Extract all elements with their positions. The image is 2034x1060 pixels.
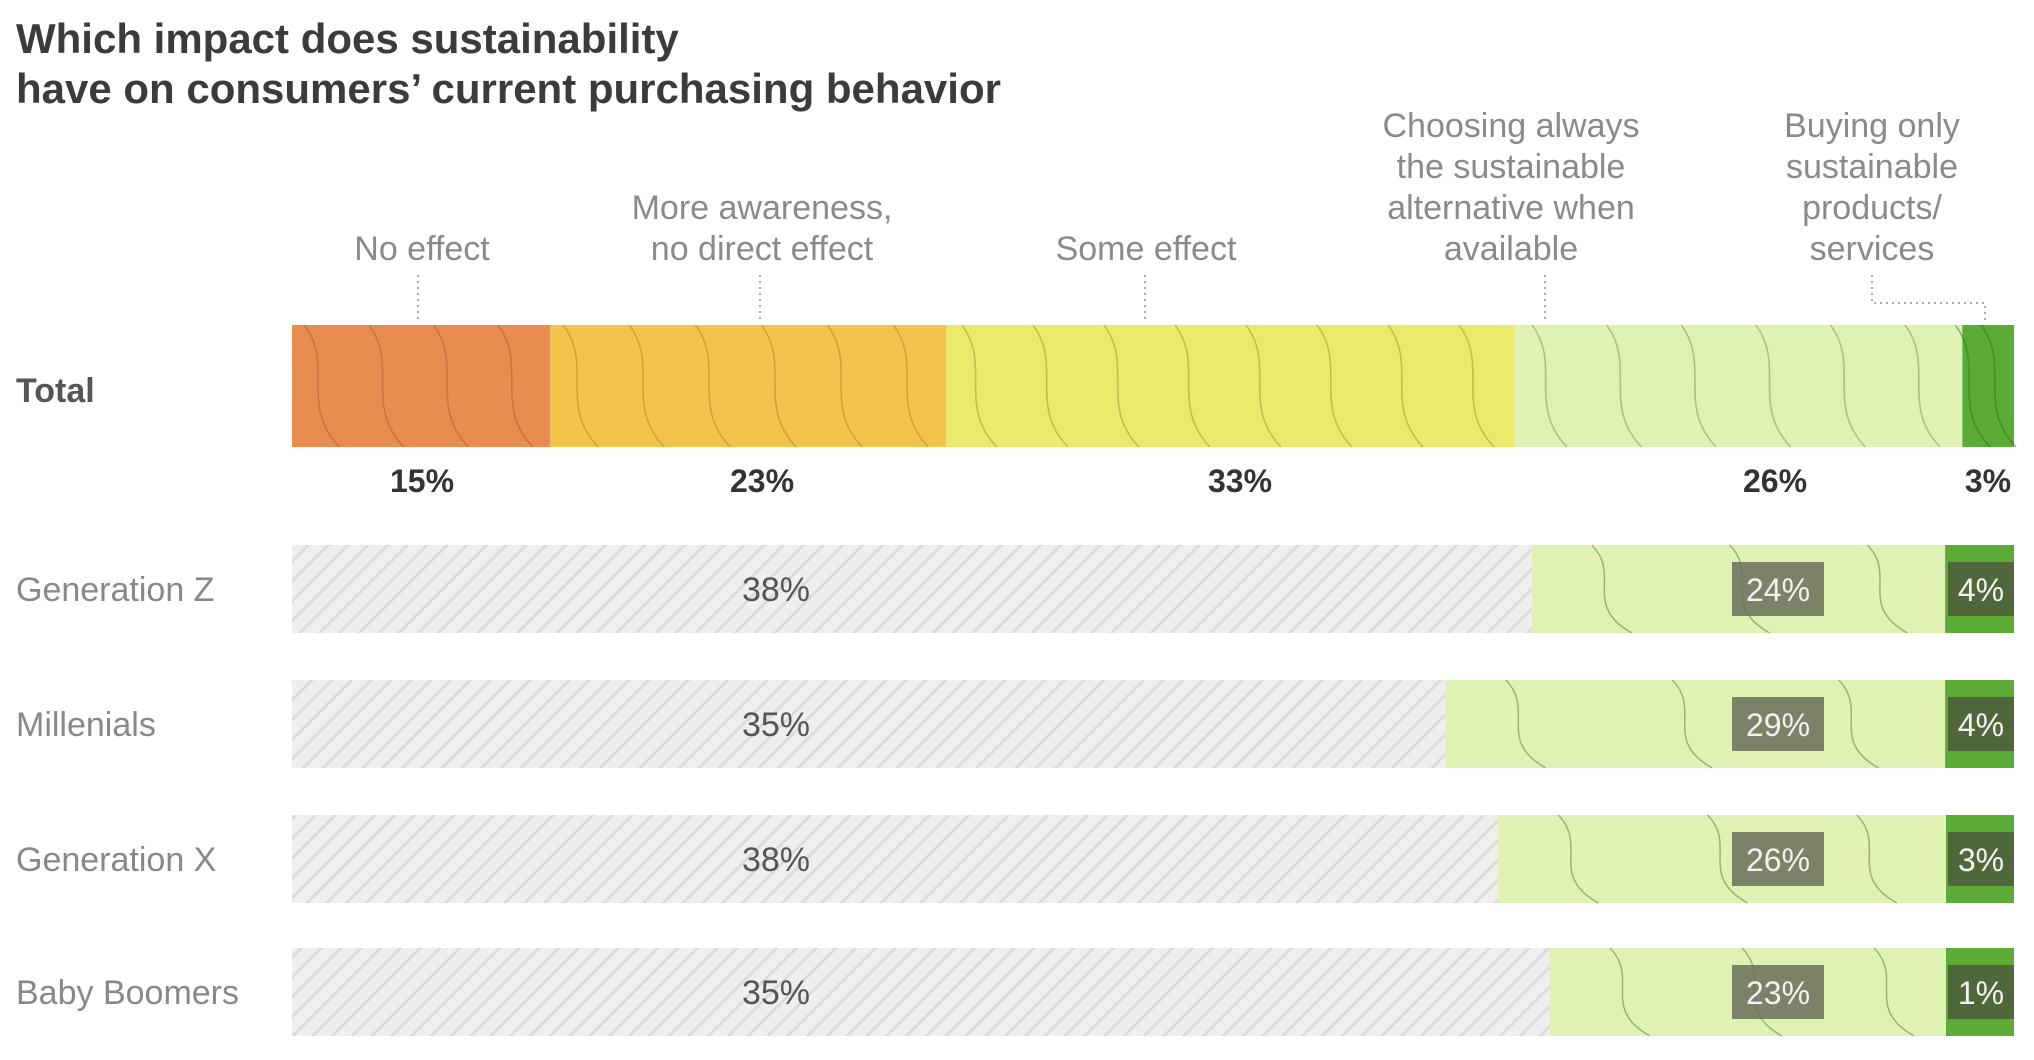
group-row-label-4: Baby Boomers bbox=[16, 974, 239, 1012]
segment-label-3-line-1: Some effect bbox=[1056, 230, 1237, 268]
group-choosing-value-1: 24% bbox=[1746, 572, 1810, 608]
group-buying-value-4: 1% bbox=[1958, 975, 2004, 1011]
leaf-texture bbox=[303, 324, 2017, 448]
group-buying-value-3: 3% bbox=[1958, 842, 2004, 878]
leaf-vein bbox=[562, 324, 599, 448]
group-choosing-value-3: 26% bbox=[1746, 842, 1810, 878]
leaf-vein bbox=[303, 324, 340, 448]
leaf-vein bbox=[1954, 324, 1991, 448]
total-value-label-1: 15% bbox=[390, 463, 454, 499]
group-choosing-badge-2 bbox=[1732, 697, 1824, 751]
total-bar-segment-4 bbox=[1514, 325, 1963, 447]
group-row-label-1: Generation Z bbox=[16, 571, 214, 609]
segment-label-1-line-1: No effect bbox=[354, 230, 490, 268]
group-choosing-value-4: 23% bbox=[1746, 975, 1810, 1011]
leaf-vein bbox=[1873, 947, 1915, 1037]
group-bar-hatched-3 bbox=[292, 815, 1499, 903]
segment-label-5-line-2: sustainable bbox=[1786, 148, 1958, 186]
leaf-vein bbox=[1680, 324, 1717, 448]
leaf-vein bbox=[1557, 814, 1599, 904]
leaf-vein bbox=[1245, 324, 1282, 448]
total-value-label-5: 3% bbox=[1965, 463, 2011, 499]
segment-label-4-line-2: the sustainable bbox=[1397, 148, 1626, 186]
leaf-vein bbox=[1032, 324, 1069, 448]
segment-label-5-line-1: Buying only bbox=[1784, 107, 1960, 145]
total-bar-segment-1 bbox=[292, 325, 551, 447]
group-choosing-badge-1 bbox=[1732, 562, 1824, 616]
chart-title-line-2: have on consumers’ current purchasing be… bbox=[16, 65, 1001, 112]
group-row-label-3: Generation X bbox=[16, 841, 216, 879]
leaf-vein bbox=[1856, 814, 1898, 904]
chart-title: Which impact does sustainability have on… bbox=[16, 14, 1001, 114]
leaf-vein bbox=[760, 324, 797, 448]
leaf-vein bbox=[1387, 324, 1424, 448]
group-buying-badge-2 bbox=[1948, 697, 2014, 751]
leaf-vein bbox=[1505, 679, 1547, 769]
leaf-vein bbox=[1671, 679, 1713, 769]
leaf-vein bbox=[1103, 324, 1140, 448]
leaf-vein bbox=[1609, 947, 1651, 1037]
leaf-vein bbox=[1838, 679, 1880, 769]
leaf-vein bbox=[628, 324, 665, 448]
group-bar-choosing-3 bbox=[1498, 815, 1946, 903]
group-bar-hatched-1 bbox=[292, 545, 1532, 633]
segment-label-2-line-1: More awareness, bbox=[632, 189, 893, 227]
group-combined-value-1: 38% bbox=[742, 571, 810, 609]
group-choosing-badge-4 bbox=[1732, 965, 1824, 1019]
leaf-vein bbox=[892, 324, 929, 448]
leaf-vein bbox=[497, 324, 534, 448]
segment-label-2-line-2: no direct effect bbox=[651, 230, 874, 268]
group-bar-hatched-2 bbox=[292, 680, 1446, 768]
chart-title-line-1: Which impact does sustainability bbox=[16, 15, 679, 62]
group-buying-badge-4 bbox=[1948, 965, 2014, 1019]
leaf-vein bbox=[1531, 324, 1568, 448]
leaf-vein bbox=[1458, 324, 1495, 448]
group-choosing-badge-3 bbox=[1732, 832, 1824, 886]
leader-line bbox=[1871, 275, 1986, 322]
segment-label-5-line-4: services bbox=[1810, 230, 1935, 268]
leaf-vein bbox=[1591, 544, 1633, 634]
leaf-vein bbox=[694, 324, 731, 448]
leaf-vein bbox=[826, 324, 863, 448]
total-bar-segment-5 bbox=[1962, 325, 2014, 447]
segment-label-4-line-4: available bbox=[1444, 230, 1578, 268]
leaf-vein bbox=[1866, 544, 1908, 634]
total-value-label-3: 33% bbox=[1208, 463, 1272, 499]
leaf-vein bbox=[1755, 324, 1792, 448]
group-bar-choosing-2 bbox=[1445, 680, 1946, 768]
leaf-vein bbox=[1706, 814, 1748, 904]
group-buying-value-1: 4% bbox=[1958, 572, 2004, 608]
leaf-vein bbox=[432, 324, 470, 448]
segment-label-5-line-3: products/ bbox=[1802, 189, 1942, 227]
leaf-vein bbox=[1174, 324, 1211, 448]
group-combined-value-2: 35% bbox=[742, 706, 810, 744]
leaf-vein bbox=[1829, 324, 1866, 448]
group-row-label-2: Millenials bbox=[16, 706, 156, 744]
leaf-vein bbox=[1980, 324, 2017, 448]
total-value-label-4: 26% bbox=[1743, 463, 1807, 499]
total-bar-segment-3 bbox=[946, 325, 1515, 447]
segment-leader-lines bbox=[417, 275, 1986, 322]
group-buying-badge-3 bbox=[1948, 832, 2014, 886]
total-row-label: Total bbox=[16, 372, 95, 410]
group-bar-hatched-4 bbox=[292, 948, 1550, 1036]
leaf-vein bbox=[1904, 324, 1941, 448]
group-buying-value-2: 4% bbox=[1958, 707, 2004, 743]
group-combined-value-3: 38% bbox=[742, 841, 810, 879]
leaf-vein bbox=[1316, 324, 1353, 448]
leaf-vein bbox=[1605, 324, 1643, 448]
total-bar-segment-2 bbox=[550, 325, 947, 447]
segment-label-4-line-3: alternative when bbox=[1387, 189, 1635, 227]
group-choosing-value-2: 29% bbox=[1746, 707, 1810, 743]
group-buying-badge-1 bbox=[1948, 562, 2014, 616]
group-combined-value-4: 35% bbox=[742, 974, 810, 1012]
segment-label-4-line-1: Choosing always bbox=[1382, 107, 1639, 145]
total-value-label-2: 23% bbox=[730, 463, 794, 499]
leaf-vein bbox=[961, 324, 998, 448]
leaf-vein bbox=[368, 324, 405, 448]
